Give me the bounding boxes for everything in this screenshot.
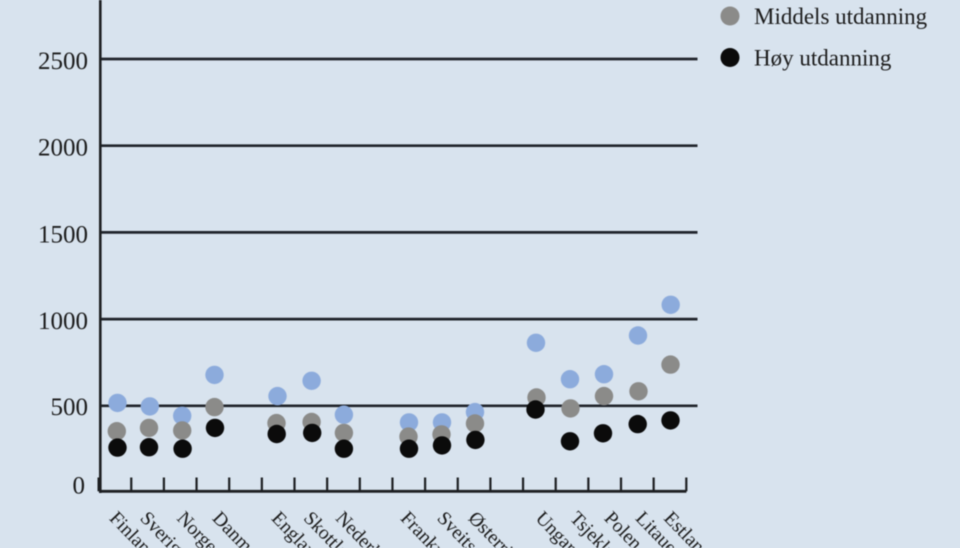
svg-text:1000: 1000 [38,308,88,335]
svg-text:500: 500 [51,394,89,421]
svg-text:0: 0 [73,473,86,500]
svg-text:Middels utdanning: Middels utdanning [754,4,928,29]
svg-text:Høy utdanning: Høy utdanning [754,46,892,71]
svg-text:2500: 2500 [38,48,88,75]
svg-text:2000: 2000 [38,135,88,162]
svg-text:1500: 1500 [38,221,88,248]
